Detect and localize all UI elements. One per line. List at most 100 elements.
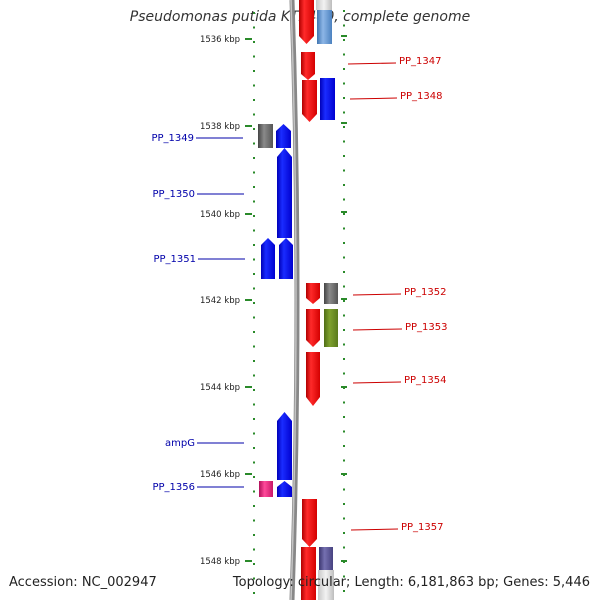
ruler-dot bbox=[343, 372, 345, 375]
gene-pp1353-olive-body bbox=[324, 309, 338, 347]
ruler-dot bbox=[253, 592, 255, 594]
ruler-dot bbox=[253, 577, 255, 580]
gene-feature-top-forward-body bbox=[299, 0, 314, 44]
kbp-label: 1536 kbp bbox=[200, 35, 240, 45]
ruler-dot bbox=[253, 374, 255, 377]
ruler-dot bbox=[253, 200, 255, 203]
ruler-dot bbox=[253, 229, 255, 232]
gene-pp1347-body bbox=[301, 52, 315, 80]
kbp-tick bbox=[245, 38, 252, 40]
gene-pp1351-a bbox=[261, 238, 275, 279]
gene-label-forward: PP_1352 bbox=[404, 287, 447, 298]
ruler-dash bbox=[341, 35, 347, 37]
ruler-dot bbox=[253, 432, 255, 435]
ruler-dot bbox=[343, 546, 345, 549]
ruler-dot bbox=[253, 476, 255, 478]
gene-pp1352-body bbox=[306, 283, 320, 304]
ruler-dot bbox=[343, 184, 345, 186]
kbp-tick bbox=[245, 473, 252, 475]
ruler-dot bbox=[343, 314, 345, 317]
gene-ampg-body bbox=[277, 412, 292, 480]
ruler-dot bbox=[343, 111, 345, 114]
gene-feature-bottom-forward-body bbox=[301, 547, 316, 600]
kbp-label: 1538 kbp bbox=[200, 122, 240, 132]
gene-pp1352-gray bbox=[324, 283, 338, 304]
ruler-dot bbox=[253, 244, 255, 246]
ruler-dot bbox=[253, 447, 255, 449]
ruler-dot bbox=[343, 590, 345, 592]
label-leader-forward bbox=[352, 328, 403, 331]
ruler-dot bbox=[343, 401, 345, 404]
ruler-dot bbox=[253, 548, 255, 551]
ruler-dot bbox=[343, 430, 345, 433]
ruler-dot bbox=[253, 331, 255, 333]
kbp-tick bbox=[245, 125, 252, 127]
ruler-dot bbox=[343, 213, 345, 215]
ruler-dot bbox=[343, 285, 345, 288]
ruler-dash bbox=[341, 473, 347, 475]
gene-pp1349-gray-body bbox=[258, 124, 273, 148]
ruler-dot bbox=[253, 142, 255, 145]
ruler-dot bbox=[253, 113, 255, 116]
ruler-dot bbox=[343, 329, 345, 331]
kbp-label: 1548 kbp bbox=[200, 557, 240, 567]
ruler-dot bbox=[253, 128, 255, 130]
ruler-dot bbox=[343, 68, 345, 70]
ruler-dot bbox=[343, 532, 345, 534]
ruler-dot bbox=[343, 488, 345, 491]
gene-labels: PP_1347 PP_1348 PP_1352 PP_1353 PP_1354 PP_13… bbox=[151, 56, 447, 533]
kbp-label: 1544 kbp bbox=[200, 383, 240, 393]
kbp-tick bbox=[245, 299, 252, 301]
gene-label-forward: PP_1348 bbox=[400, 91, 443, 102]
ruler-dot bbox=[343, 169, 345, 172]
gene-label-forward: PP_1353 bbox=[405, 322, 448, 333]
gene-feature-top-shade-body bbox=[316, 0, 332, 10]
ruler-dot bbox=[343, 517, 345, 520]
gene-feature-bottom-shade-body bbox=[318, 570, 334, 600]
gene-feature-bottom-shade bbox=[318, 570, 334, 600]
gene-pp1351-b-body bbox=[279, 238, 293, 279]
ruler-dot bbox=[343, 82, 345, 85]
ruler-dash bbox=[341, 122, 347, 124]
ruler-dash bbox=[341, 298, 347, 300]
ruler-dot bbox=[343, 140, 345, 143]
ruler-dot bbox=[343, 227, 345, 230]
ruler-dot bbox=[253, 302, 255, 304]
ruler-dot bbox=[343, 300, 345, 302]
ruler-dot bbox=[253, 360, 255, 362]
kbp-label: 1542 kbp bbox=[200, 296, 240, 306]
ruler-dot bbox=[253, 461, 255, 464]
gene-feature-top-steelblue-body bbox=[317, 0, 332, 44]
gene-pp1353 bbox=[306, 309, 320, 347]
gene-feature-bottom-forward bbox=[301, 547, 316, 600]
ruler-dot bbox=[253, 99, 255, 101]
gene-pp1356 bbox=[277, 481, 292, 497]
gene-label-reverse: ampG bbox=[165, 438, 195, 449]
ruler-dash bbox=[341, 386, 347, 388]
kbp-tick bbox=[245, 213, 252, 215]
gene-label-reverse: PP_1349 bbox=[151, 133, 194, 144]
genome-summary-text: Topology: circular; Length: 6,181,863 bp… bbox=[232, 575, 590, 590]
gene-pp1348-body bbox=[302, 80, 317, 122]
gene-label-reverse: PP_1356 bbox=[152, 482, 195, 493]
gene-pp1356-body bbox=[277, 481, 292, 497]
ruler-dot bbox=[253, 316, 255, 319]
ruler-dot bbox=[253, 186, 255, 188]
gene-pp1357 bbox=[302, 499, 317, 547]
ruler-dot bbox=[253, 258, 255, 261]
ruler-dot bbox=[253, 519, 255, 522]
ruler-dot bbox=[253, 41, 255, 43]
ruler-dot bbox=[343, 198, 345, 201]
ruler-dot bbox=[343, 416, 345, 418]
gene-label-forward: PP_1347 bbox=[399, 56, 442, 67]
ruler-dot bbox=[253, 287, 255, 290]
gene-pp1352-gray-body bbox=[324, 283, 338, 304]
ruler-dot bbox=[253, 273, 255, 275]
ruler-dot bbox=[343, 53, 345, 56]
gene-pp1356-magenta-body bbox=[259, 481, 273, 497]
label-leader-forward bbox=[349, 97, 398, 100]
label-leader-forward bbox=[352, 381, 402, 384]
gene-pp1349-body bbox=[276, 124, 291, 148]
ruler-dot bbox=[253, 418, 255, 420]
ruler-dot bbox=[343, 155, 345, 157]
